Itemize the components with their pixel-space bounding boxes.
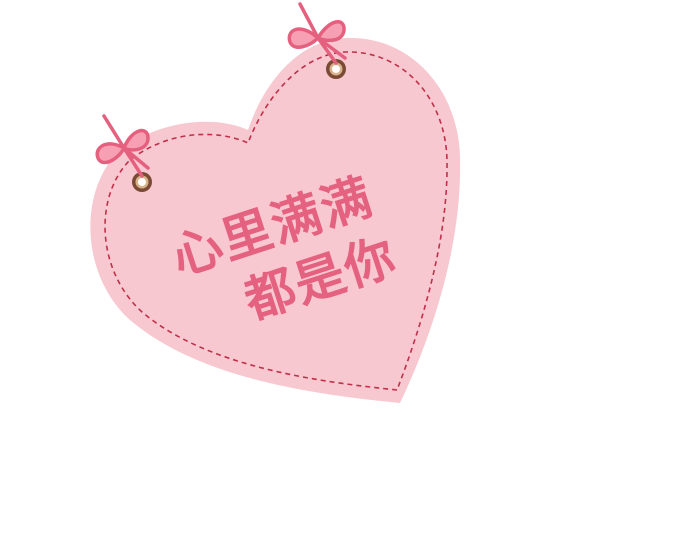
heart-tag-shape: [90, 37, 461, 403]
bow-ribbon-icon: [287, 2, 347, 65]
bow-ribbon-icon: [95, 114, 150, 178]
grommet-icon: [132, 172, 152, 192]
grommet-icon: [326, 59, 346, 79]
heart-stitching: [104, 51, 448, 391]
